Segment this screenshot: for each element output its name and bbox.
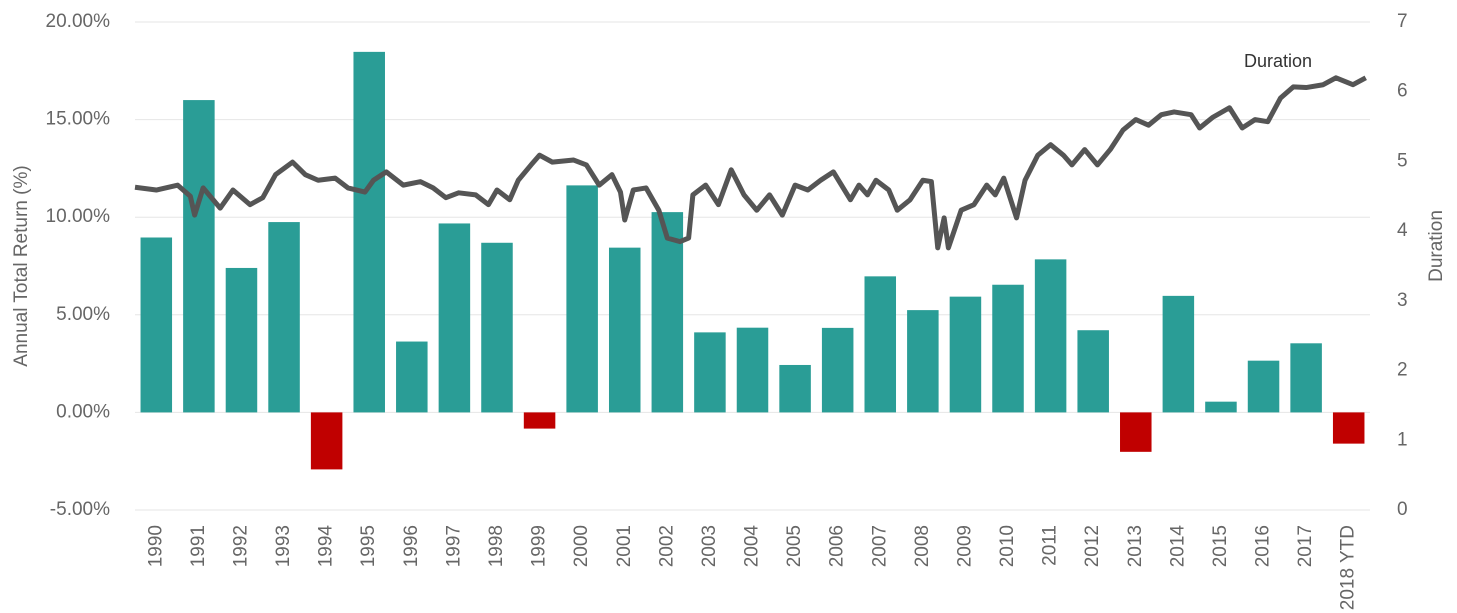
bar — [1120, 412, 1152, 452]
bar — [523, 412, 556, 429]
x-tick-label: 1998 — [486, 525, 507, 567]
x-tick-label: 2014 — [1167, 525, 1188, 568]
y2-tick-label: 0 — [1397, 499, 1408, 520]
x-tick-label: 2011 — [1040, 525, 1061, 566]
y2-tick-label: 2 — [1397, 360, 1408, 381]
bar — [268, 222, 300, 413]
x-tick-label: 2006 — [827, 525, 848, 567]
bar — [438, 223, 471, 413]
y-tick-label: 10.00% — [46, 206, 111, 227]
y2-axis-label: Duration — [1426, 210, 1447, 282]
bar — [396, 341, 428, 413]
duration-line — [134, 75, 1367, 251]
x-tick-label: 2013 — [1125, 525, 1146, 567]
y-tick-label: 5.00% — [56, 304, 110, 325]
x-tick-label: 2017 — [1295, 525, 1316, 567]
x-tick-label: 2015 — [1210, 525, 1231, 567]
x-tick-label: 2009 — [954, 525, 975, 567]
x-tick-label: 1992 — [230, 525, 251, 567]
y2-tick-label: 4 — [1397, 220, 1408, 241]
y2-tick-label: 3 — [1397, 290, 1408, 311]
x-tick-label: 2007 — [869, 525, 890, 567]
bar — [353, 51, 385, 413]
bar — [1205, 401, 1237, 413]
x-tick-label: 2003 — [699, 525, 720, 567]
bar — [1290, 343, 1322, 413]
x-tick-label: 2001 — [614, 525, 635, 567]
y2-tick-label: 1 — [1397, 429, 1408, 450]
bar — [1332, 412, 1365, 444]
bar — [566, 185, 598, 413]
bar — [140, 237, 173, 413]
x-tick-label: 1996 — [401, 525, 422, 567]
y-tick-label: 0.00% — [56, 401, 110, 422]
bar — [949, 296, 982, 413]
x-tick-label: 2005 — [784, 525, 805, 567]
y-tick-label: 15.00% — [46, 109, 111, 130]
x-tick-label: 2008 — [912, 525, 933, 567]
bar — [481, 242, 513, 413]
bar — [1247, 360, 1280, 413]
x-tick-label: 1991 — [188, 525, 209, 567]
bar — [651, 212, 684, 413]
bar — [736, 327, 769, 413]
line-annotation: Duration — [1244, 51, 1312, 71]
x-tick-label: 1990 — [145, 525, 166, 567]
bar — [608, 247, 641, 413]
x-tick-label: 2018 YTD — [1338, 525, 1359, 610]
y-axis-label: Annual Total Return (%) — [11, 165, 32, 366]
bar — [694, 332, 726, 413]
bar — [864, 276, 897, 413]
y-tick-label: 20.00% — [46, 11, 111, 32]
x-tick-label: 2012 — [1082, 525, 1103, 567]
y2-tick-label: 7 — [1397, 11, 1408, 32]
y2-tick-label: 6 — [1397, 81, 1408, 102]
bar — [779, 364, 811, 413]
y-tick-label: -5.00% — [50, 499, 110, 520]
bar — [821, 327, 854, 413]
y2-tick-label: 5 — [1397, 150, 1408, 171]
x-tick-label: 1997 — [443, 525, 464, 567]
bar — [907, 310, 939, 413]
x-tick-label: 2004 — [742, 525, 763, 568]
bar — [1034, 259, 1067, 413]
bar — [1077, 330, 1109, 413]
bar — [310, 412, 343, 470]
x-tick-label: 1993 — [273, 525, 294, 567]
x-tick-label: 2016 — [1253, 525, 1274, 567]
x-tick-label: 2000 — [571, 525, 592, 567]
x-tick-label: 1994 — [316, 525, 337, 568]
bar — [1162, 295, 1195, 413]
bar — [225, 267, 258, 413]
x-tick-label: 1995 — [358, 525, 379, 567]
x-tick-label: 2002 — [656, 525, 677, 567]
bar — [992, 284, 1024, 413]
x-tick-label: 2010 — [997, 525, 1018, 567]
x-tick-label: 1999 — [529, 525, 550, 567]
bar — [183, 100, 215, 413]
